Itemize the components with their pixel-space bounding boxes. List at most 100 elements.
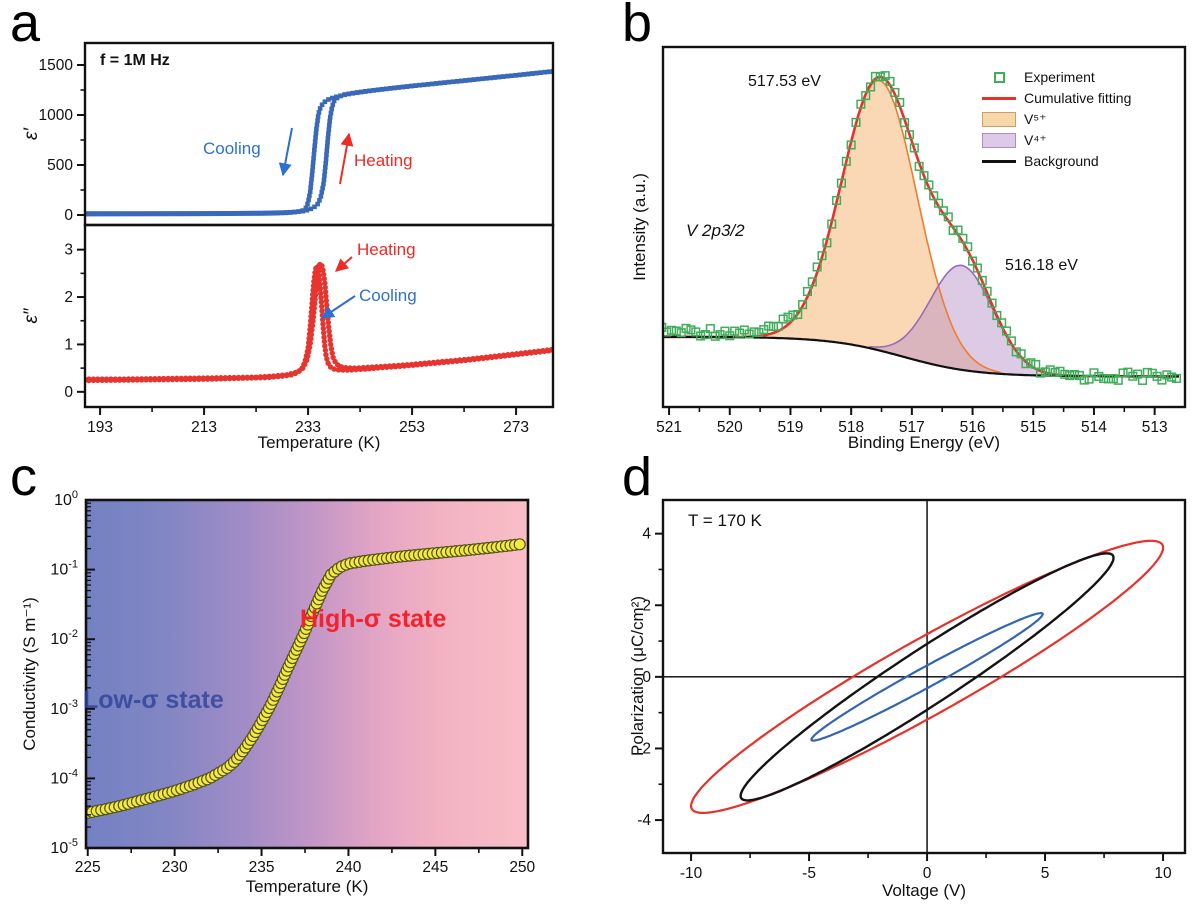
log-tick-label: 10-3 — [50, 698, 78, 718]
tick-label: 253 — [399, 419, 425, 436]
panel-c-y-axis-label: Conductivity (S m⁻¹) — [20, 597, 39, 751]
log-tick-label: 10-1 — [50, 559, 78, 579]
cooling-label-top: Cooling — [203, 139, 261, 158]
tick-label: 213 — [191, 419, 217, 436]
tick-label: 5 — [1041, 865, 1050, 882]
tick-label: 225 — [75, 859, 101, 876]
tick-label: 0 — [642, 669, 651, 686]
legend-item-v4: V⁴⁺ — [982, 132, 1131, 148]
epsilon-prime-axis-label: ε′ — [21, 128, 42, 140]
cooling-arrow-top — [278, 127, 293, 177]
tick-label: 250 — [509, 859, 535, 876]
legend-label: V⁵⁺ — [1024, 110, 1047, 127]
panel-b-y-axis-label: Intensity (a.u.) — [630, 173, 649, 281]
tick-label: 0 — [64, 384, 73, 401]
log-tick-label: 100 — [54, 489, 78, 509]
xps-legend: Experiment Cumulative fitting V⁵⁺ V⁴⁺ Ba… — [982, 69, 1131, 169]
tick-label: -2 — [637, 740, 651, 757]
experiment-square-icon — [982, 71, 1016, 83]
panel-c-letter: c — [10, 447, 37, 507]
legend-swatch-v4 — [982, 132, 1016, 148]
legend-item-v5: V⁵⁺ — [982, 111, 1131, 127]
tick-label: -4 — [637, 812, 651, 829]
cooling-label-bottom: Cooling — [359, 286, 417, 305]
hysteresis-loop-middle — [739, 552, 1115, 802]
high-sigma-state-label: High-σ state — [300, 605, 447, 633]
legend-swatch-v5 — [982, 111, 1016, 127]
tick-label: 519 — [778, 419, 804, 436]
heating-label-bottom: Heating — [357, 240, 416, 259]
tick-label: 0 — [64, 207, 73, 224]
panel-c-x-axis-label: Temperature (K) — [245, 877, 369, 896]
legend-label: V⁴⁺ — [1024, 131, 1047, 148]
legend-swatch-background — [982, 159, 1016, 163]
low-sigma-state-label: Low-σ state — [83, 686, 224, 714]
background-line-icon — [982, 159, 1016, 163]
v5-peak-area — [663, 80, 1179, 377]
log-tick-label: 10-2 — [50, 628, 78, 648]
tick-label: 3 — [64, 242, 73, 259]
tick-label: 515 — [1020, 419, 1046, 436]
legend-swatch-cumulative — [982, 96, 1016, 100]
tick-label: 230 — [162, 859, 188, 876]
tick-label: 517 — [899, 419, 925, 436]
tick-label: 245 — [422, 859, 448, 876]
tick-label: 500 — [47, 157, 73, 174]
panel-a-letter: a — [10, 0, 41, 53]
log-tick-label: 10-4 — [50, 767, 78, 787]
hysteresis-loop-inner — [810, 612, 1044, 742]
legend-item-experiment: Experiment — [982, 69, 1131, 85]
heating-arrow-bottom — [335, 256, 353, 272]
panel-a-x-axis-label: Temperature (K) — [257, 433, 381, 452]
tick-label: 193 — [87, 419, 113, 436]
heating-label-top: Heating — [354, 151, 413, 170]
xps-region-label: V 2p3/2 — [686, 221, 745, 240]
tick-label: 1000 — [39, 107, 74, 124]
tick-label: 4 — [642, 526, 651, 543]
tick-label: 520 — [717, 419, 743, 436]
v4-peak-area — [663, 265, 1179, 377]
legend-item-cumulative: Cumulative fitting — [982, 90, 1131, 106]
legend-item-background: Background — [982, 153, 1131, 169]
tick-label: 10 — [1154, 865, 1172, 882]
cumulative-line-icon — [982, 96, 1016, 100]
tick-label: 233 — [295, 419, 321, 436]
panel-a-chart: 193 213 233 253 273 0 500 1000 1500 0 1 2 3 — [39, 41, 555, 436]
temperature-annotation: T = 170 K — [688, 511, 762, 530]
tick-label: 240 — [336, 859, 362, 876]
tick-label: -10 — [680, 865, 703, 882]
v5-peak-energy-annotation: 517.53 eV — [748, 73, 821, 90]
tick-label: 516 — [960, 419, 986, 436]
tick-label: 235 — [249, 859, 275, 876]
heating-arrow-top — [339, 132, 354, 185]
panel-d-y-axis-label: Polarization (μC/cm²) — [628, 596, 647, 756]
legend-label: Experiment — [1024, 69, 1095, 85]
tick-label: 273 — [503, 419, 529, 436]
v4-fill-icon — [982, 132, 1016, 148]
panel-b-x-axis-label: Binding Energy (eV) — [847, 433, 1001, 452]
epsilon-double-prime-axis-label: ε″ — [21, 308, 42, 324]
legend-label: Cumulative fitting — [1024, 90, 1132, 106]
panel-d-x-axis-label: Voltage (V) — [881, 881, 967, 900]
tick-label: 2 — [64, 289, 73, 306]
v5-fill-icon — [982, 111, 1016, 127]
tick-label: 518 — [838, 419, 864, 436]
panel-b-letter: b — [622, 0, 653, 53]
tick-label: 521 — [656, 419, 682, 436]
cooling-arrow-bottom — [320, 295, 356, 319]
tick-label: 0 — [923, 865, 932, 882]
tick-label: 2 — [642, 597, 651, 614]
log-tick-label: 10-5 — [50, 837, 78, 857]
panel-b-chart: 521 520 519 518 517 516 515 514 513 — [656, 45, 1187, 436]
tick-label: 514 — [1081, 419, 1107, 436]
panel-d-chart: -10 -5 0 5 10 4 2 0 -2 -4 — [637, 498, 1187, 882]
frequency-annotation: f = 1M Hz — [100, 52, 170, 69]
tick-label: 1500 — [39, 57, 74, 74]
legend-label: Background — [1024, 153, 1099, 169]
tick-label: -5 — [802, 865, 816, 882]
tick-label: 513 — [1142, 419, 1168, 436]
tick-label: 1 — [64, 336, 73, 353]
panel-d-letter: d — [622, 447, 653, 507]
